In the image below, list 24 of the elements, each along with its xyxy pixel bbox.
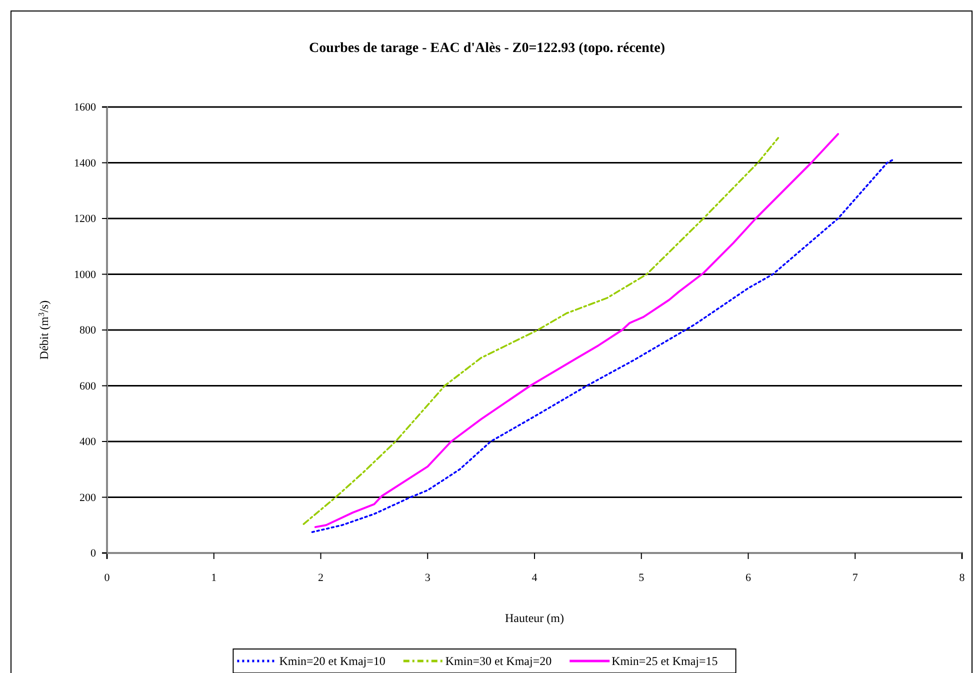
y-tick-label: 200 <box>80 492 96 504</box>
x-tick-label: 3 <box>424 572 431 584</box>
y-tick-label: 1000 <box>74 268 96 281</box>
x-tick-label: 2 <box>318 572 324 584</box>
legend-label: Kmin=25 et Kmaj=15 <box>612 654 718 668</box>
y-tick-label: 400 <box>80 436 96 448</box>
x-tick-label: 7 <box>852 572 858 584</box>
y-tick-label: 1400 <box>74 157 96 170</box>
y-tick-label: 600 <box>80 380 96 392</box>
x-tick-label: 0 <box>104 572 110 584</box>
legend-label: Kmin=30 et Kmaj=20 <box>445 654 552 668</box>
x-tick-label: 1 <box>211 572 217 584</box>
chart-title: Courbes de tarage - EAC d'Alès - Z0=122.93 (topo. récente) <box>309 41 666 56</box>
y-tick-label: 0 <box>90 548 96 560</box>
x-tick-label: 5 <box>638 572 645 584</box>
y-tick-label: 1200 <box>74 213 96 226</box>
x-tick-label: 8 <box>959 572 966 584</box>
legend-label: Kmin=20 et Kmaj=10 <box>279 654 386 668</box>
line-series <box>311 159 894 533</box>
y-tick-label: 800 <box>80 324 96 337</box>
y-tick-label: 1600 <box>74 102 96 114</box>
x-tick-label: 6 <box>746 572 752 584</box>
x-axis-title: Hauteur (m) <box>505 611 564 625</box>
x-tick-label: 4 <box>532 572 538 584</box>
